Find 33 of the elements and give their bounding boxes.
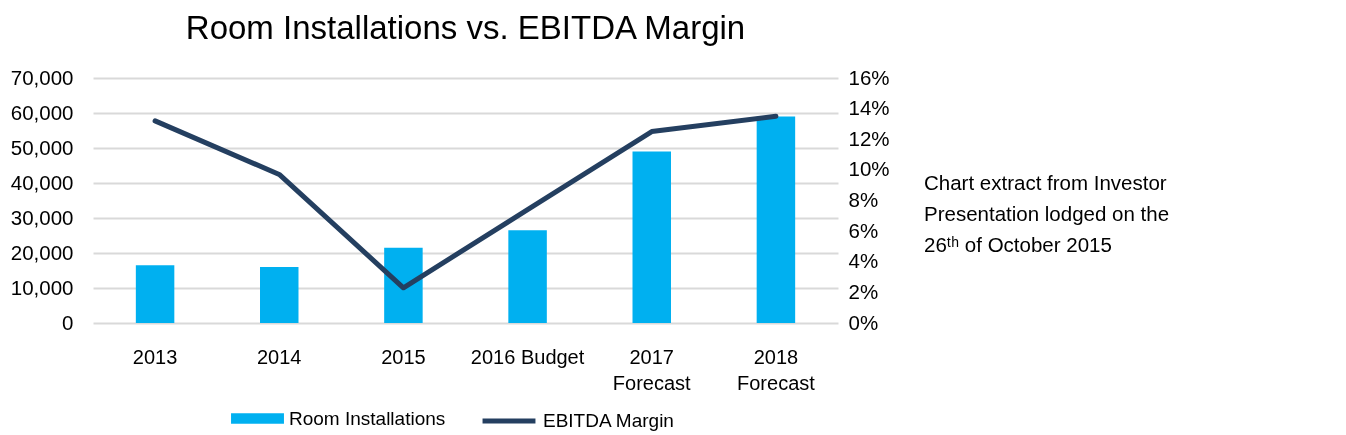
y-tick-label: 10,000 [10, 275, 74, 299]
bar [508, 230, 547, 323]
y-tick-label: 0 [62, 310, 74, 334]
bar [135, 265, 175, 323]
x-tick-label: 2013 [132, 345, 178, 368]
chart-title: Room Installations vs. EBITDA Margin [185, 9, 746, 46]
x-tick-label: 2018 Forecast [737, 345, 816, 394]
bar [756, 116, 796, 323]
x-tick-label: 2017 Forecast [612, 345, 692, 394]
x-tick-label: 2014 [257, 345, 302, 368]
y-tick-label: 20,000 [10, 240, 74, 264]
y-tick-label: 60,000 [10, 100, 74, 124]
legend-label: Room Installations [289, 407, 446, 429]
y2-tick-label: 16% [848, 65, 890, 89]
bar [632, 151, 671, 323]
x-tick-label: 2016 Budget [470, 345, 585, 368]
text: Chart extract from Investor Presentation lodged on the 26ᵗʰ of October 2015 [924, 171, 1170, 256]
legend-label: EBITDA Margin [543, 410, 674, 431]
y2-tick-label: 4% [848, 249, 879, 273]
y2-tick-label: 14% [848, 96, 890, 120]
y2-tick-label: 8% [848, 188, 879, 211]
y-tick-label: 50,000 [10, 135, 74, 159]
y-tick-label: 30,000 [10, 205, 74, 229]
y2-tick-label: 12% [848, 126, 890, 150]
bar [384, 247, 423, 323]
x-tick-label: 2015 [381, 345, 426, 368]
y-tick-label: 40,000 [10, 170, 74, 194]
y-tick-label: 70,000 [10, 65, 74, 89]
y2-tick-label: 10% [848, 157, 890, 181]
bar [260, 267, 299, 323]
y2-tick-label: 6% [848, 218, 879, 242]
y2-tick-label: 2% [848, 279, 879, 303]
y2-tick-label: 0% [848, 310, 879, 334]
